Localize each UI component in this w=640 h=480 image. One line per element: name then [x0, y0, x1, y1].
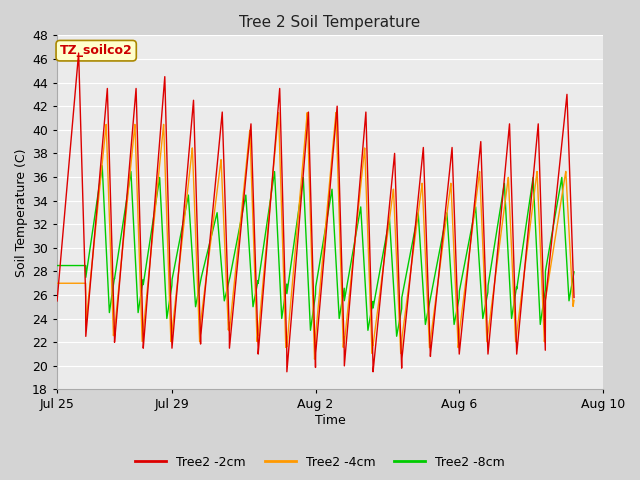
Legend: Tree2 -2cm, Tree2 -4cm, Tree2 -8cm: Tree2 -2cm, Tree2 -4cm, Tree2 -8cm	[130, 451, 510, 474]
X-axis label: Time: Time	[315, 414, 346, 427]
Title: Tree 2 Soil Temperature: Tree 2 Soil Temperature	[239, 15, 420, 30]
Text: TZ_soilco2: TZ_soilco2	[60, 44, 132, 57]
Y-axis label: Soil Temperature (C): Soil Temperature (C)	[15, 148, 28, 276]
